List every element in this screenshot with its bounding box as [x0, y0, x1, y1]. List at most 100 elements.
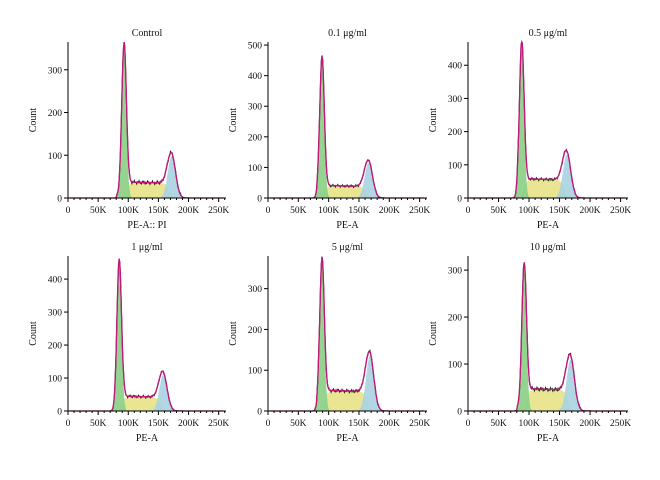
model-fit-line: [269, 55, 425, 199]
y-tick-label: 100: [48, 375, 63, 385]
x-tick-label: 100K: [518, 419, 539, 429]
x-axis-label: PE-A:: PI: [127, 220, 166, 231]
g1-phase-area: [508, 267, 589, 411]
panel-title: 1 μg/ml: [131, 242, 162, 253]
x-tick-label: 50K: [90, 206, 107, 216]
y-tick-label: 200: [248, 133, 263, 143]
panel-title: 0.5 μg/ml: [529, 28, 568, 39]
x-tick-label: 0: [466, 206, 471, 216]
x-tick-label: 200K: [178, 419, 199, 429]
panel-title: 10 μg/ml: [530, 242, 566, 253]
y-tick-label: 300: [248, 103, 263, 113]
measured-histogram-line: [269, 256, 425, 412]
y-tick-label: 100: [248, 164, 263, 174]
y-tick-label: 400: [48, 276, 63, 286]
panel-title: Control: [132, 28, 163, 39]
y-tick-label: 300: [448, 267, 463, 277]
y-tick-label: 200: [448, 128, 463, 138]
x-tick-label: 100K: [118, 206, 139, 216]
x-tick-label: 200K: [178, 206, 199, 216]
y-tick-label: 200: [48, 342, 63, 352]
y-tick-label: 0: [257, 408, 262, 418]
model-fit-line: [69, 258, 224, 412]
y-tick-label: 500: [248, 42, 263, 52]
y-axis-label: Count: [428, 321, 439, 346]
histogram-panel-2: 0 100 200 300 400 500 0 50K 100K 150K 200K 250K 0.1 …: [228, 28, 430, 231]
g1-phase-area: [506, 43, 586, 199]
x-tick-label: 100K: [318, 419, 339, 429]
measured-histogram-line: [269, 56, 425, 199]
g1-phase-area: [109, 46, 190, 198]
x-tick-label: 150K: [348, 419, 369, 429]
y-tick-label: 0: [57, 195, 62, 205]
x-tick-label: 250K: [208, 206, 229, 216]
y-tick-label: 0: [57, 408, 62, 418]
x-axis-label: PE-A: [537, 433, 560, 444]
x-tick-label: 150K: [148, 206, 169, 216]
x-tick-label: 100K: [318, 206, 339, 216]
x-axis-label: PE-A: [537, 220, 560, 231]
g2-phase-area: [104, 374, 181, 411]
x-tick-label: 200K: [379, 206, 400, 216]
g2-phase-area: [109, 156, 190, 198]
y-tick-label: 400: [248, 72, 263, 82]
x-tick-label: 100K: [518, 206, 539, 216]
x-tick-label: 250K: [409, 419, 430, 429]
x-tick-label: 250K: [610, 419, 631, 429]
histogram-panel-4: 0 100 200 300 400 0 50K 100K 150K 200K 250K 1 μg/ml…: [28, 242, 229, 444]
y-tick-label: 300: [448, 95, 463, 105]
x-tick-label: 0: [66, 419, 71, 429]
y-axis-label: Count: [428, 108, 439, 133]
x-tick-label: 250K: [208, 419, 229, 429]
y-tick-label: 400: [448, 62, 463, 72]
x-tick-label: 50K: [290, 419, 307, 429]
panel-title: 0.1 μg/ml: [328, 28, 367, 39]
y-tick-label: 300: [248, 285, 263, 295]
histogram-panel-1: 0 100 200 300 0 50K 100K 150K 200K 250K Control PE-…: [28, 28, 229, 231]
y-axis-label: Count: [228, 108, 239, 133]
g2-phase-area: [306, 356, 388, 411]
y-tick-label: 100: [448, 361, 463, 371]
x-axis-label: PE-A: [336, 433, 359, 444]
y-axis-label: Count: [228, 321, 239, 346]
y-tick-label: 100: [248, 367, 263, 377]
g2-phase-area: [306, 162, 387, 198]
measured-histogram-line: [69, 258, 224, 412]
x-tick-label: 0: [66, 206, 71, 216]
x-axis-label: PE-A: [336, 220, 359, 231]
model-fit-line: [469, 262, 626, 412]
y-tick-label: 0: [257, 195, 262, 205]
x-tick-label: 250K: [409, 206, 430, 216]
x-tick-label: 200K: [580, 206, 601, 216]
g1-phase-area: [104, 262, 181, 411]
x-tick-label: 50K: [490, 206, 507, 216]
y-tick-label: 300: [48, 309, 63, 319]
x-tick-label: 0: [266, 419, 271, 429]
y-tick-label: 300: [48, 66, 63, 76]
y-tick-label: 200: [248, 326, 263, 336]
g2-phase-area: [508, 359, 589, 411]
x-tick-label: 50K: [290, 206, 307, 216]
y-axis-label: Count: [28, 321, 39, 346]
y-tick-label: 200: [48, 109, 63, 119]
model-fit-line: [69, 42, 224, 199]
x-tick-label: 150K: [348, 206, 369, 216]
histogram-panel-3: 0 100 200 300 400 0 50K 100K 150K 200K 250K 0.5 μg/…: [428, 28, 631, 231]
x-tick-label: 50K: [490, 419, 507, 429]
x-tick-label: 150K: [549, 419, 570, 429]
g1-phase-area: [306, 262, 388, 411]
measured-histogram-line: [469, 40, 626, 199]
x-tick-label: 0: [466, 419, 471, 429]
y-tick-label: 0: [457, 195, 462, 205]
g1-phase-area: [306, 59, 387, 198]
model-fit-line: [469, 39, 626, 199]
histogram-panel-5: 0 100 200 300 0 50K 100K 150K 200K 250K 5 μg/ml PE-…: [228, 242, 430, 444]
y-axis-label: Count: [28, 108, 39, 133]
histogram-panel-6: 0 100 200 300 0 50K 100K 150K 200K 250K 10 μg/ml PE…: [428, 242, 631, 444]
x-tick-label: 200K: [379, 419, 400, 429]
measured-histogram-line: [69, 41, 224, 199]
x-tick-label: 50K: [90, 419, 107, 429]
x-tick-label: 0: [266, 206, 271, 216]
x-tick-label: 100K: [118, 419, 139, 429]
